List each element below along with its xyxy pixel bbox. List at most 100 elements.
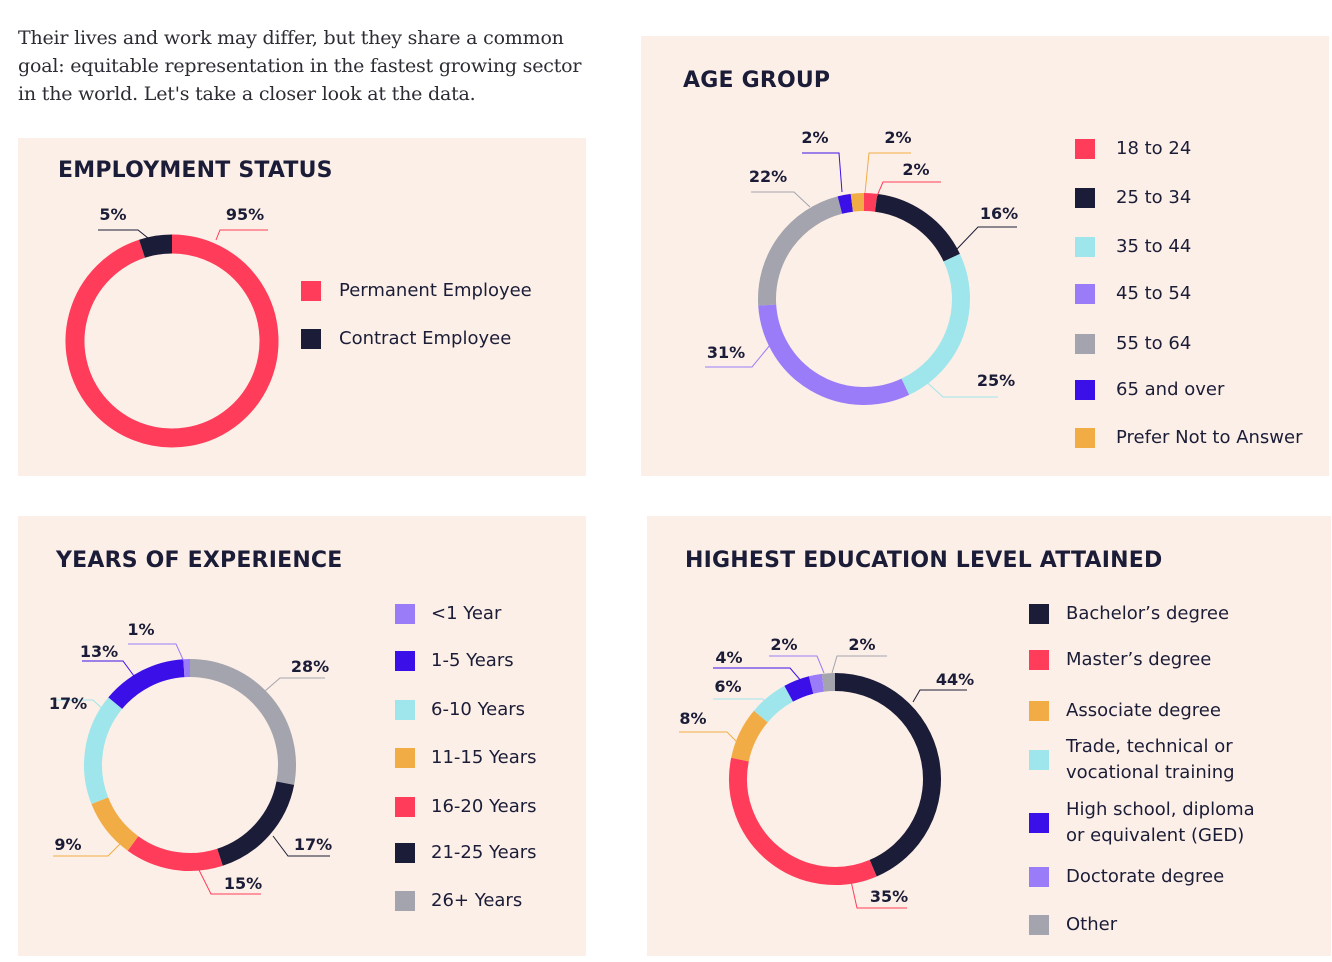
legend-swatch <box>1075 139 1095 159</box>
leader-line-65-and-over <box>802 152 843 193</box>
legend-swatch <box>1075 380 1095 400</box>
data-label-doctorate-degree: 2% <box>770 635 797 654</box>
legend-item-18-to-24: 18 to 24 <box>1075 136 1191 162</box>
legend-label: Associate degree <box>1066 700 1221 721</box>
slice-1-5-years <box>108 659 185 710</box>
legend-item-16-20-years: 16-20 Years <box>395 794 537 820</box>
leader-line-prefer-not-to-answer <box>864 152 911 194</box>
age-group-title: AGE GROUP <box>683 68 831 93</box>
leader-line-21-25-years <box>272 835 330 857</box>
legend-label: 55 to 64 <box>1116 333 1192 354</box>
legend-item-65-and-over: 65 and over <box>1075 377 1224 403</box>
legend-label: Other <box>1066 914 1118 935</box>
legend-label: 11-15 Years <box>431 747 537 768</box>
legend-swatch <box>395 651 415 671</box>
age-group-donut: 2% 16% 25% 31% 22% 2% 2% <box>705 128 1018 405</box>
data-label-associate-degree: 8% <box>679 709 706 728</box>
data-label-18-to-24: 2% <box>902 160 929 179</box>
slice-16-20-years <box>127 836 223 871</box>
leader-line-18-to-24 <box>876 181 941 197</box>
legend-item-associate-degree: Associate degree <box>1029 698 1221 724</box>
leader-line-45-to-54 <box>705 338 776 368</box>
slice-doctorate-degree <box>808 673 825 694</box>
legend-swatch <box>1029 650 1049 670</box>
data-label-high-school-diploma-or-equivalent-ged: 4% <box>715 648 742 667</box>
leader-line-associate-degree <box>679 731 741 746</box>
data-label-other: 2% <box>848 635 875 654</box>
data-label-prefer-not-to-answer: 2% <box>884 128 911 147</box>
legend-item-26-years: 26+ Years <box>395 888 522 914</box>
leader-line-master-s-degree <box>850 880 907 909</box>
leader-line-high-school-diploma-or-equivalent-ged <box>713 667 803 683</box>
legend-label: 21-25 Years <box>431 842 537 863</box>
data-label-11-15-years: 9% <box>54 835 81 854</box>
legend-item-other: Other <box>1029 912 1117 938</box>
leader-line-doctorate-degree <box>769 655 825 674</box>
legend-swatch <box>1075 188 1095 208</box>
legend-label: 6-10 Years <box>431 699 526 720</box>
legend-swatch <box>301 281 321 301</box>
legend-label: Trade, technical or vocational training <box>1066 736 1235 783</box>
data-label-35-to-44: 25% <box>977 371 1015 390</box>
data-label-21-25-years: 17% <box>294 835 332 854</box>
legend-label: 16-20 Years <box>431 796 537 817</box>
legend-item-doctorate-degree: Doctorate degree <box>1029 864 1224 890</box>
slice-prefer-not-to-answer <box>850 192 865 212</box>
slice-25-to-34 <box>874 193 960 262</box>
legend-item-1-year: <1 Year <box>395 601 501 627</box>
employment-status-donut: 95% 5% <box>65 205 279 448</box>
legend-label: 25 to 34 <box>1116 187 1192 208</box>
years-of-experience-title: YEARS OF EXPERIENCE <box>56 548 343 573</box>
data-label-65-and-over: 2% <box>801 128 828 147</box>
legend-swatch <box>301 329 321 349</box>
leader-line-16-20-years <box>197 867 261 895</box>
legend-swatch <box>395 604 415 624</box>
legend-label: Master’s degree <box>1066 649 1212 670</box>
slice-45-to-54 <box>758 304 910 405</box>
legend-item-25-to-34: 25 to 34 <box>1075 185 1191 211</box>
legend-item-master-s-degree: Master’s degree <box>1029 647 1211 673</box>
legend-swatch <box>395 700 415 720</box>
slice-55-to-64 <box>758 196 843 306</box>
legend-swatch <box>1029 750 1049 770</box>
education-level-donut: 44% 35% 8% 6% 4% 2% 2% <box>679 635 974 909</box>
data-label-permanent-employee: 95% <box>226 205 264 224</box>
leader-line-6-10-years <box>53 699 107 713</box>
age-group-panel: AGE GROUP 2% 16% 25% 31% 22% 2% 2% 18 to 24 25 … <box>641 36 1329 476</box>
legend-item-45-to-54: 45 to 54 <box>1075 281 1191 307</box>
data-label-bachelor-s-degree: 44% <box>936 670 974 689</box>
legend-swatch <box>395 843 415 863</box>
data-label-16-20-years: 15% <box>224 874 262 893</box>
legend-swatch <box>395 748 415 768</box>
slice-trade-technical-or-vocational-training <box>753 685 794 723</box>
legend-swatch <box>1029 867 1049 887</box>
legend-label: Prefer Not to Answer <box>1116 427 1303 448</box>
legend-label: Bachelor’s degree <box>1066 603 1230 624</box>
slice-other <box>821 673 836 692</box>
data-label-1-5-years: 13% <box>80 642 118 661</box>
data-label-26-years: 28% <box>291 657 329 676</box>
data-label-25-to-34: 16% <box>980 204 1018 223</box>
legend-label: 45 to 54 <box>1116 283 1192 304</box>
data-label-trade-technical-or-vocational-training: 6% <box>714 677 741 696</box>
slice-26-years <box>189 659 296 785</box>
employment-status-panel: EMPLOYMENT STATUS 95% 5% Permanent Employ… <box>18 138 586 476</box>
legend-swatch <box>1029 813 1049 833</box>
legend-item-11-15-years: 11-15 Years <box>395 745 537 771</box>
legend-item-high-school-diploma-or-equivalent-ged: High school, diploma or equivalent (GED) <box>1029 797 1255 849</box>
slice-11-15-years <box>91 797 139 851</box>
slice-35-to-44 <box>901 253 970 395</box>
legend-swatch <box>1029 701 1049 721</box>
legend-item-prefer-not-to-answer: Prefer Not to Answer <box>1075 425 1303 451</box>
legend-label: <1 Year <box>431 603 502 624</box>
leader-line-55-to-64 <box>751 191 811 208</box>
leader-line-contract-employee <box>98 229 154 243</box>
legend-swatch <box>1075 334 1095 354</box>
slice-master-s-degree <box>729 757 877 885</box>
slice-permanent-employee <box>65 234 279 448</box>
legend-label: Doctorate degree <box>1066 866 1225 887</box>
legend-label: 35 to 44 <box>1116 236 1192 257</box>
data-label-55-to-64: 22% <box>749 167 787 186</box>
slice-bachelor-s-degree <box>834 673 941 877</box>
legend-item-permanent-employee: Permanent Employee <box>301 278 532 304</box>
